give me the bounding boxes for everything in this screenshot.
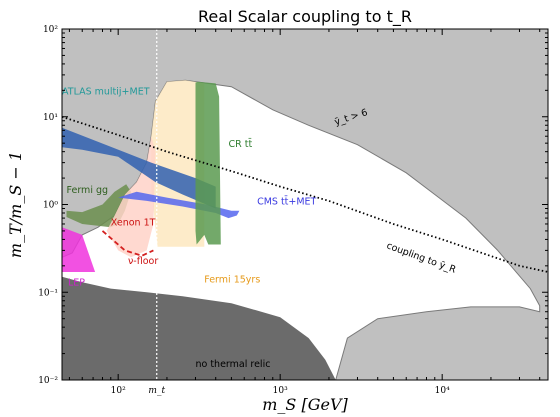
annotation-coupling-to-r: coupling to ȳ_R <box>385 240 458 275</box>
region-no-thermal-relic <box>62 276 336 380</box>
x-axis-label: m_S [GeV] <box>262 395 348 414</box>
region-cr-tt <box>195 81 221 245</box>
y-tick-label: 10⁰ <box>43 201 58 211</box>
annotation-cr-tt: CR tt̄ <box>229 138 253 150</box>
annotation-lep: LEP <box>68 277 85 288</box>
mt-tick-label: m_t <box>148 386 165 396</box>
plot-area: ATLAS multij+MET Fermi gg Xenon 1T ν-floor L… <box>62 29 548 380</box>
region-lep <box>62 227 96 272</box>
x-tick-label: 10³ <box>273 386 288 396</box>
axis-ticks: 10² 10³ 10⁴ 10⁻² 10⁻¹ 10⁰ 10¹ 10² m_t <box>38 25 548 396</box>
chart-title: Real Scalar coupling to t_R <box>198 7 412 27</box>
region-atlas-multij-met <box>62 127 216 209</box>
annotation-fermi-gg: Fermi gg <box>67 185 109 196</box>
x-tick-label: 10² <box>111 386 126 396</box>
y-axis-label: m_T/m_S − 1 <box>6 151 25 258</box>
y-tick-label: 10¹ <box>43 113 58 123</box>
annotation-no-thermal-relic: no thermal relic <box>195 359 270 370</box>
y-tick-label: 10⁻² <box>38 376 58 386</box>
line-coupling-to-t-r <box>62 115 548 273</box>
x-tick-label: 10⁴ <box>435 386 450 396</box>
annotation-cms-tt-met: CMS tt̄+MET <box>257 196 316 208</box>
y-tick-label: 10² <box>43 25 58 35</box>
y-tick-label: 10⁻¹ <box>38 288 58 298</box>
annotation-atlas-multij-met: ATLAS multij+MET <box>62 86 150 97</box>
annotation-floor: ν-floor <box>128 256 158 267</box>
annotation-fermi-15yrs: Fermi 15yrs <box>204 274 260 285</box>
annotation-xenon-1t: Xenon 1T <box>111 217 156 228</box>
